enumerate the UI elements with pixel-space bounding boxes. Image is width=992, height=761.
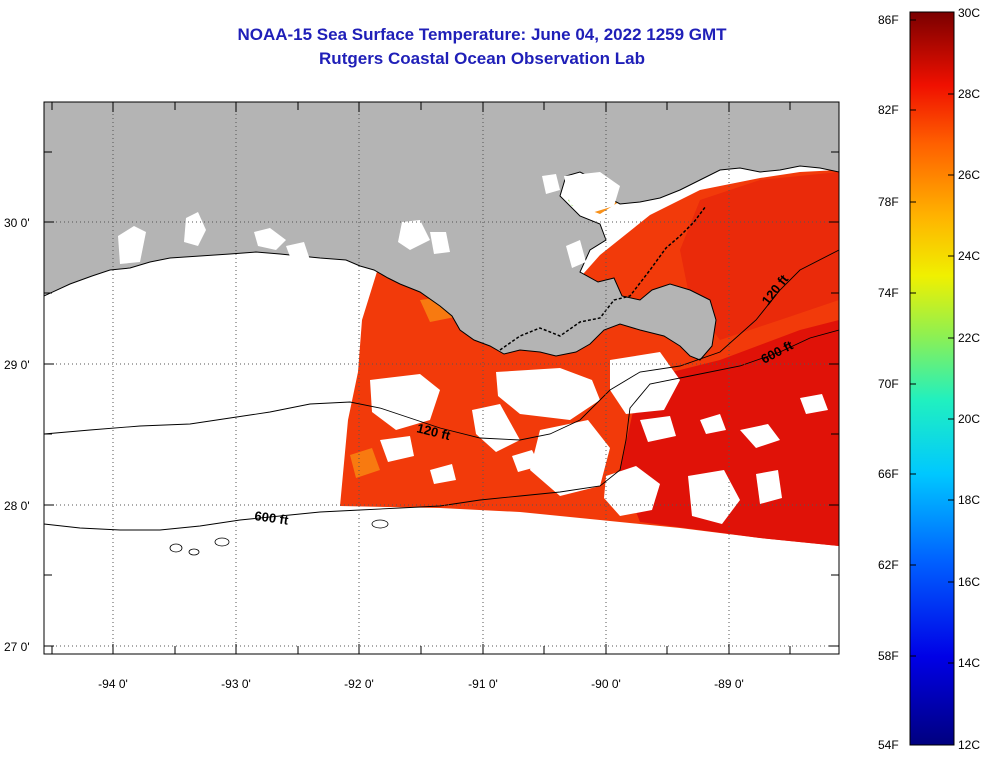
colorbar-c-label: 22C <box>958 331 980 345</box>
lon-label-89: -89 0' <box>714 677 744 691</box>
colorbar-c-label: 16C <box>958 575 980 589</box>
lat-label-29: 29 0' <box>4 358 30 372</box>
colorbar-f-label: 86F <box>878 13 899 27</box>
colorbar-c-label: 18C <box>958 493 980 507</box>
colorbar-f-label: 66F <box>878 467 899 481</box>
lon-label-94: -94 0' <box>98 677 128 691</box>
colorbar-f-label: 78F <box>878 195 899 209</box>
colorbar-c-label: 12C <box>958 738 980 752</box>
colorbar-c-label: 30C <box>958 6 980 20</box>
colorbar-c-label: 28C <box>958 87 980 101</box>
colorbar-c-label: 14C <box>958 656 980 670</box>
lat-label-30: 30 0' <box>4 216 30 230</box>
contour-120ft <box>44 249 839 441</box>
colorbar-f-label: 62F <box>878 558 899 572</box>
colorbar-c-label: 20C <box>958 412 980 426</box>
colorbar-c-label: 26C <box>958 168 980 182</box>
lon-label-91: -91 0' <box>468 677 498 691</box>
lon-label-93: -93 0' <box>221 677 251 691</box>
colorbar-f-label: 82F <box>878 103 899 117</box>
contour-600ft <box>44 329 839 531</box>
map-subtitle: Rutgers Coastal Ocean Observation Lab <box>319 49 645 68</box>
lon-label-92: -92 0' <box>344 677 374 691</box>
colorbar-c-label: 24C <box>958 249 980 263</box>
map-frame <box>43 101 840 655</box>
gridlines <box>44 102 839 654</box>
lon-label-90: -90 0' <box>591 677 621 691</box>
axis-ticks <box>44 102 839 654</box>
colorbar-f-label: 58F <box>878 649 899 663</box>
colorbar-f-label: 74F <box>878 286 899 300</box>
lat-label-28: 28 0' <box>4 499 30 513</box>
lat-label-27: 27 0' <box>4 640 30 654</box>
colorbar-f-label: 54F <box>878 738 899 752</box>
sst-swath <box>340 170 839 546</box>
colorbar-ticks <box>910 19 954 664</box>
colorbar <box>909 11 955 746</box>
map-title: NOAA-15 Sea Surface Temperature: June 04… <box>237 25 727 44</box>
colorbar-f-label: 70F <box>878 377 899 391</box>
contour-label-600ft-west: 600 ft <box>254 508 290 528</box>
